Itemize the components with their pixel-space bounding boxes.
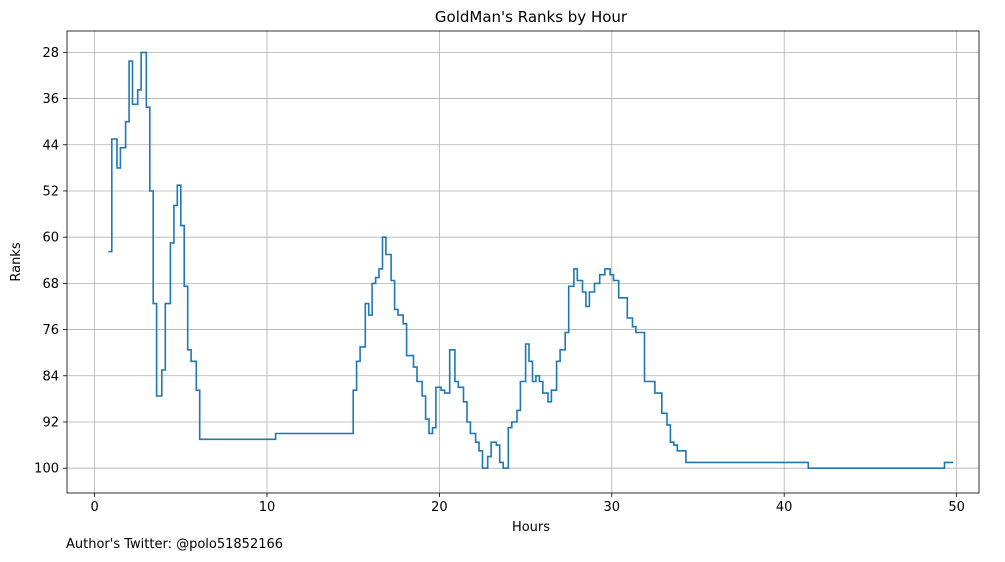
grid xyxy=(67,31,979,493)
x-tick-label: 30 xyxy=(604,500,621,515)
plot-frame xyxy=(66,30,980,494)
y-tick-label: 36 xyxy=(42,92,59,107)
x-tick-label: 20 xyxy=(431,500,448,515)
x-axis-label: Hours xyxy=(512,520,550,535)
chart-title: GoldMan's Ranks by Hour xyxy=(435,8,628,26)
y-tick-label: 84 xyxy=(42,369,59,384)
x-axis: 0 10 20 30 40 50 xyxy=(90,493,965,515)
x-tick-label: 40 xyxy=(776,500,793,515)
y-axis: 28 36 44 52 60 68 76 84 92 100 xyxy=(34,46,67,477)
y-tick-label: 52 xyxy=(42,184,59,199)
y-tick-label: 92 xyxy=(42,415,59,430)
series-line xyxy=(108,51,954,469)
y-tick-label: 28 xyxy=(42,46,59,61)
x-tick-label: 0 xyxy=(90,500,98,515)
x-tick-label: 10 xyxy=(259,500,276,515)
y-tick-label: 60 xyxy=(42,231,59,246)
y-tick-label: 100 xyxy=(34,462,59,477)
y-tick-label: 76 xyxy=(42,323,59,338)
y-tick-label: 68 xyxy=(42,277,59,292)
author-credit: Author's Twitter: @polo51852166 xyxy=(66,537,284,552)
y-tick-label: 44 xyxy=(42,138,59,153)
y-axis-label: Ranks xyxy=(9,242,24,281)
x-tick-label: 50 xyxy=(948,500,965,515)
